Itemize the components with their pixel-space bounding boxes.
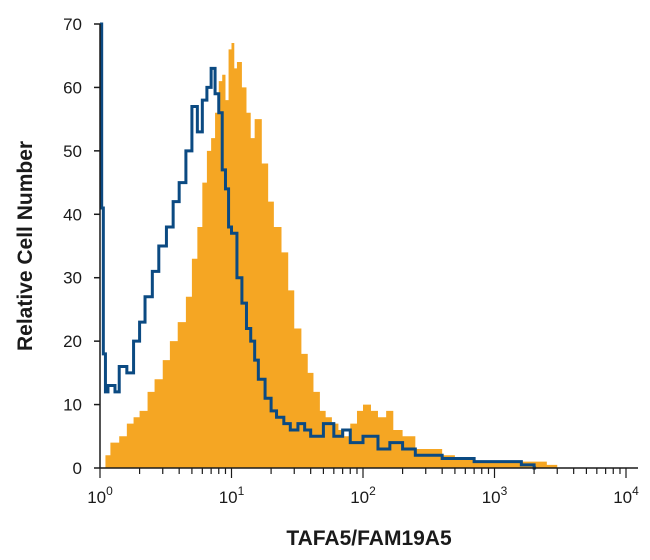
x-axis-title: TAFA5/FAM19A5 <box>286 527 452 550</box>
y-tick-label: 60 <box>63 78 82 97</box>
y-tick-label: 70 <box>63 15 82 34</box>
x-tick-label: 103 <box>482 484 508 507</box>
series-0-filled-histogram <box>100 43 560 468</box>
y-axis-title: Relative Cell Number <box>14 141 37 351</box>
y-tick-label: 20 <box>63 332 82 351</box>
x-tick-label: 100 <box>87 484 113 507</box>
series-1-outline-histogram <box>100 22 537 470</box>
axes-layer <box>99 24 638 469</box>
ticks-layer: 0 10 20 30 40 50 60 70 100 101 102 103 104 <box>63 15 639 507</box>
x-tick-label: 104 <box>613 484 639 507</box>
y-tick-label: 40 <box>63 205 82 224</box>
y-tick-label: 10 <box>63 396 82 415</box>
y-tick-label: 50 <box>63 142 82 161</box>
x-tick-label: 101 <box>219 484 245 507</box>
series-layer <box>100 22 560 470</box>
y-tick-label: 30 <box>63 269 82 288</box>
x-tick-label: 102 <box>350 484 376 507</box>
y-tick-label: 0 <box>73 459 82 478</box>
